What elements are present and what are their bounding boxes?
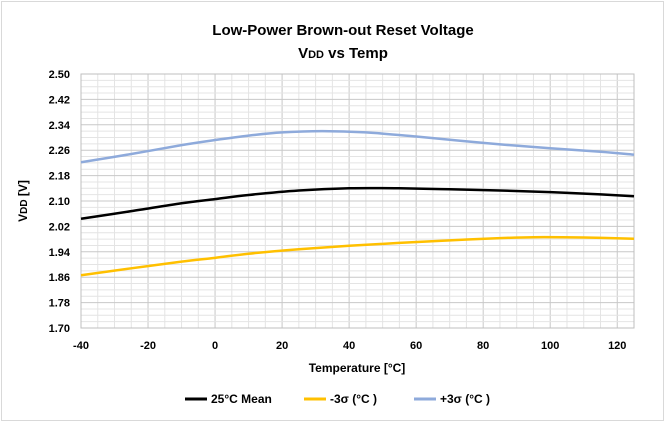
x-tick-label: 100 (541, 340, 559, 352)
x-tick-label: -20 (140, 340, 156, 352)
tick-labels: 1.70 1.78 1.86 1.94 2.02 2.10 2.18 2.26 2.34 2.42… (49, 69, 627, 352)
x-tick-label: 120 (608, 340, 626, 352)
y-tick-label: 2.26 (49, 145, 70, 157)
y-tick-label: 1.78 (49, 298, 70, 310)
y-tick-label: 1.86 (49, 272, 70, 284)
legend-label-1: -3σ (°C ) (330, 392, 377, 406)
x-axis-label: Temperature [°C] (309, 361, 406, 375)
x-tick-label: 0 (212, 340, 218, 352)
y-tick-label: 2.42 (49, 94, 70, 106)
plot-area (80, 73, 635, 329)
ylabel-rest: [V] (16, 180, 30, 199)
ylabel-v: V (16, 214, 30, 222)
plot-border (80, 73, 635, 329)
subtitle-v: V (298, 45, 308, 62)
y-tick-label: 2.10 (49, 196, 70, 208)
chart-title: Low-Power Brown-out Reset Voltage (212, 22, 473, 39)
x-tick-label: 40 (343, 340, 355, 352)
y-tick-label: 2.18 (49, 171, 70, 183)
legend-label-2: +3σ (°C ) (440, 392, 490, 406)
y-tick-label: 1.70 (49, 323, 70, 335)
y-tick-label: 1.94 (49, 247, 71, 259)
series-line-1 (80, 235, 635, 277)
legend-label-0: 25°C Mean (211, 392, 272, 406)
chart-subtitle: VDD vs Temp (298, 45, 388, 62)
x-tick-label: 80 (477, 340, 489, 352)
ylabel-dd: DD (19, 199, 30, 213)
y-tick-label: 2.02 (49, 221, 70, 233)
legend: 25°C Mean -3σ (°C ) +3σ (°C ) (185, 392, 490, 406)
y-tick-label: 2.50 (49, 69, 70, 81)
y-axis-label: VDD [V] (16, 180, 30, 222)
subtitle-rest: vs Temp (324, 45, 388, 62)
grid-lines (81, 74, 634, 328)
series-line-2 (80, 129, 635, 164)
series-line-0 (80, 186, 635, 221)
series-lines (80, 129, 635, 277)
y-tick-label: 2.34 (49, 120, 71, 132)
subtitle-dd: DD (308, 49, 324, 61)
x-tick-label: 60 (410, 340, 422, 352)
x-tick-label: -40 (73, 340, 89, 352)
x-tick-label: 20 (276, 340, 288, 352)
